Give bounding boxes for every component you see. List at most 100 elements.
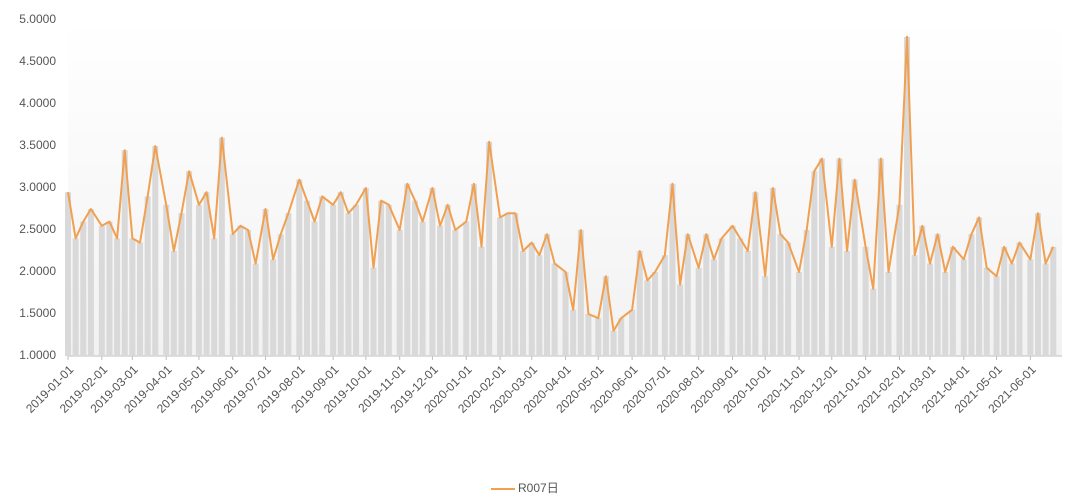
bar (818, 158, 825, 356)
bar (1027, 259, 1034, 356)
bar (934, 234, 941, 356)
bar (949, 246, 956, 356)
y-tick-label: 4.5000 (19, 54, 56, 68)
bar (252, 263, 259, 356)
bar (836, 158, 843, 356)
bar (429, 188, 436, 356)
bar (114, 238, 121, 356)
bar (983, 267, 990, 356)
bar (129, 238, 136, 356)
bar (644, 280, 651, 356)
bar (862, 246, 869, 356)
bar (137, 242, 144, 356)
bar (844, 251, 851, 356)
bar (737, 238, 744, 356)
bar (695, 267, 702, 356)
bar (677, 284, 684, 356)
bar (362, 188, 369, 356)
bar (270, 259, 277, 356)
bar (828, 246, 835, 356)
bar (378, 200, 385, 356)
bar (106, 221, 113, 356)
bar (885, 272, 892, 356)
bar (562, 272, 569, 356)
legend-label: R007日 (518, 481, 559, 495)
bar (777, 234, 784, 356)
bar (904, 36, 911, 357)
bar (911, 255, 918, 356)
bar (669, 183, 676, 356)
bar (87, 209, 94, 356)
bar (851, 179, 858, 356)
bar (528, 242, 535, 356)
bar (277, 234, 284, 356)
bar (1008, 263, 1015, 356)
bar (370, 267, 377, 356)
bar (926, 263, 933, 356)
bar (195, 204, 202, 356)
bar (337, 192, 344, 356)
bar (762, 276, 769, 356)
bar (710, 259, 717, 356)
bar (170, 251, 177, 356)
bar (411, 200, 418, 356)
bar (512, 213, 519, 356)
y-tick-label: 1.0000 (19, 348, 56, 362)
bar (311, 221, 318, 356)
bar (211, 238, 218, 356)
bar (960, 259, 967, 356)
y-tick-label: 3.0000 (19, 180, 56, 194)
bar (486, 141, 493, 356)
bar (536, 255, 543, 356)
bar (919, 225, 926, 356)
bar (595, 318, 602, 356)
bar (652, 272, 659, 356)
bar (72, 238, 79, 356)
bar (803, 230, 810, 356)
bar (769, 188, 776, 356)
bar (796, 272, 803, 356)
bar (262, 209, 269, 356)
bar (976, 217, 983, 356)
bar (718, 238, 725, 356)
bar (98, 225, 105, 356)
bar (543, 234, 550, 356)
bar (785, 242, 792, 356)
bar (968, 234, 975, 356)
bar (1001, 246, 1008, 356)
bar (330, 204, 337, 356)
y-tick-label: 4.0000 (19, 96, 56, 110)
bar (178, 213, 185, 356)
y-tick-label: 2.0000 (19, 264, 56, 278)
bar (121, 150, 128, 356)
line (67, 35, 1055, 332)
bar (744, 251, 751, 356)
bar (519, 251, 526, 356)
bar (303, 200, 310, 356)
bar (570, 309, 577, 356)
bar (1042, 263, 1049, 356)
bar (152, 146, 159, 356)
bar (877, 158, 884, 356)
bar (319, 196, 326, 356)
bar (245, 230, 252, 356)
bar (602, 276, 609, 356)
bar (237, 225, 244, 356)
bar (684, 234, 691, 356)
bar (353, 204, 360, 356)
bar (703, 234, 710, 356)
bar (285, 213, 292, 356)
bar (296, 179, 303, 356)
bar (80, 221, 87, 356)
bar (811, 171, 818, 356)
bar (504, 213, 511, 356)
bar (1050, 246, 1057, 356)
bar (1016, 242, 1023, 356)
bar (1034, 213, 1041, 356)
bar (618, 318, 625, 356)
bar (385, 204, 392, 356)
bar (610, 330, 617, 356)
bar (993, 276, 1000, 356)
bar (661, 255, 668, 356)
